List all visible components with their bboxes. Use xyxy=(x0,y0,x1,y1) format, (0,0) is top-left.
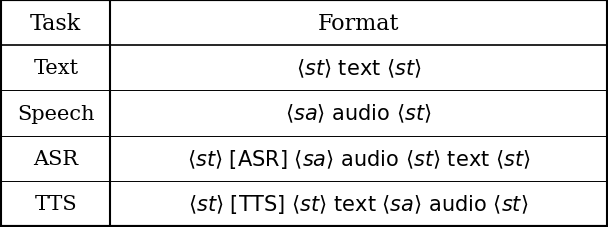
Text: TTS: TTS xyxy=(35,194,77,213)
Text: Task: Task xyxy=(30,13,81,35)
Text: $\langle st\rangle$ [TTS] $\langle st\rangle$ text $\langle sa\rangle$ audio $\l: $\langle st\rangle$ [TTS] $\langle st\ra… xyxy=(188,192,529,215)
Text: Text: Text xyxy=(33,59,78,78)
Text: ASR: ASR xyxy=(33,149,78,168)
Text: Speech: Speech xyxy=(17,104,95,123)
Text: $\langle st\rangle$ text $\langle st\rangle$: $\langle st\rangle$ text $\langle st\ran… xyxy=(295,57,421,80)
Text: $\langle sa\rangle$ audio $\langle st\rangle$: $\langle sa\rangle$ audio $\langle st\ra… xyxy=(285,102,432,125)
Text: Format: Format xyxy=(318,13,399,35)
Text: $\langle st\rangle$ [ASR] $\langle sa\rangle$ audio $\langle st\rangle$ text $\l: $\langle st\rangle$ [ASR] $\langle sa\ra… xyxy=(187,147,530,170)
